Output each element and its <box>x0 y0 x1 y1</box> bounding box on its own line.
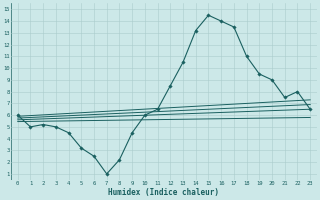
X-axis label: Humidex (Indice chaleur): Humidex (Indice chaleur) <box>108 188 220 197</box>
